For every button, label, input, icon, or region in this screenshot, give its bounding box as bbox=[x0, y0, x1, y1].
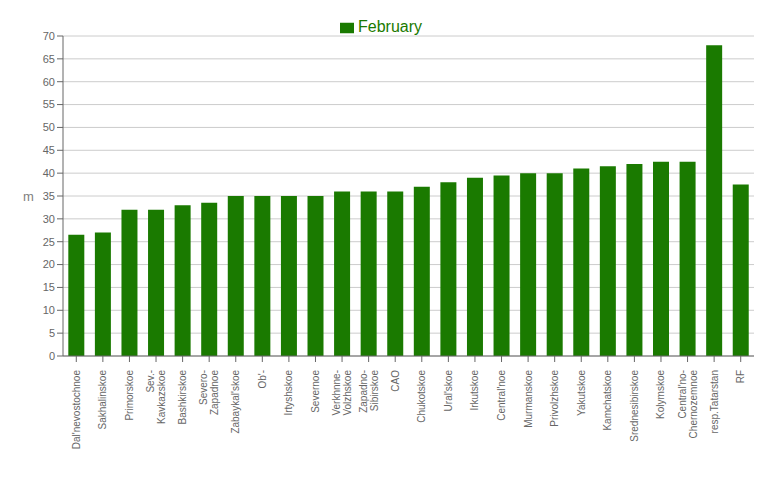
svg-text:15: 15 bbox=[43, 281, 55, 293]
svg-text:10: 10 bbox=[43, 304, 55, 316]
svg-text:resp.Tatarstan: resp.Tatarstan bbox=[709, 370, 720, 433]
svg-text:Irkutskoe: Irkutskoe bbox=[469, 370, 480, 411]
svg-text:70: 70 bbox=[43, 30, 55, 42]
svg-text:Murmanskoe: Murmanskoe bbox=[523, 370, 534, 428]
svg-text:55: 55 bbox=[43, 98, 55, 110]
svg-text:Srednesibirskoe: Srednesibirskoe bbox=[629, 370, 640, 442]
svg-text:65: 65 bbox=[43, 53, 55, 65]
svg-text:45: 45 bbox=[43, 144, 55, 156]
svg-text:Irtyshskoe: Irtyshskoe bbox=[283, 370, 294, 416]
svg-text:Central'no-Chernozemnoe: Central'no-Chernozemnoe bbox=[677, 370, 699, 439]
svg-text:50: 50 bbox=[43, 121, 55, 133]
svg-text:Dal'nevostochnoe: Dal'nevostochnoe bbox=[71, 370, 82, 450]
svg-text:Severo-Zapadnoe: Severo-Zapadnoe bbox=[198, 370, 220, 415]
svg-text:Sakhalinskoe: Sakhalinskoe bbox=[97, 370, 108, 430]
svg-text:5: 5 bbox=[49, 327, 55, 339]
svg-text:RF: RF bbox=[735, 370, 746, 383]
svg-text:0: 0 bbox=[49, 350, 55, 362]
html-text:February: February bbox=[358, 18, 422, 35]
svg-text:Bashkirskoe: Bashkirskoe bbox=[177, 370, 188, 425]
svg-text:Ural'skoe: Ural'skoe bbox=[443, 370, 454, 412]
svg-text:Sev.-Kavkazskoe: Sev.-Kavkazskoe bbox=[145, 370, 167, 424]
svg-text:60: 60 bbox=[43, 76, 55, 88]
svg-text:30: 30 bbox=[43, 213, 55, 225]
svg-text:35: 35 bbox=[43, 190, 55, 202]
svg-text:20: 20 bbox=[43, 258, 55, 270]
svg-text:Chukotskoe: Chukotskoe bbox=[416, 370, 427, 423]
svg-text:Zapadno-Sibirskoe: Zapadno-Sibirskoe bbox=[358, 370, 380, 413]
svg-text:Yakutskoe: Yakutskoe bbox=[576, 370, 587, 416]
svg-text:40: 40 bbox=[43, 167, 55, 179]
svg-text:Verkhnne-Volzhskoe: Verkhnne-Volzhskoe bbox=[331, 370, 353, 416]
svg-text:Ob'-: Ob'- bbox=[257, 370, 268, 389]
svg-text:25: 25 bbox=[43, 236, 55, 248]
svg-text:Zabaykal'skoe: Zabaykal'skoe bbox=[230, 370, 241, 434]
svg-text:CAO: CAO bbox=[390, 370, 401, 392]
svg-text:Severnoe: Severnoe bbox=[310, 370, 321, 413]
svg-text:Kolymskoe: Kolymskoe bbox=[655, 370, 666, 419]
svg-text:Primorskoe: Primorskoe bbox=[124, 370, 135, 421]
svg-text:Central'noe: Central'noe bbox=[496, 370, 507, 421]
svg-text:Privolzhskoe: Privolzhskoe bbox=[549, 370, 560, 427]
svg-text:m: m bbox=[23, 189, 34, 204]
svg-text:Kamchatskoe: Kamchatskoe bbox=[602, 370, 613, 431]
